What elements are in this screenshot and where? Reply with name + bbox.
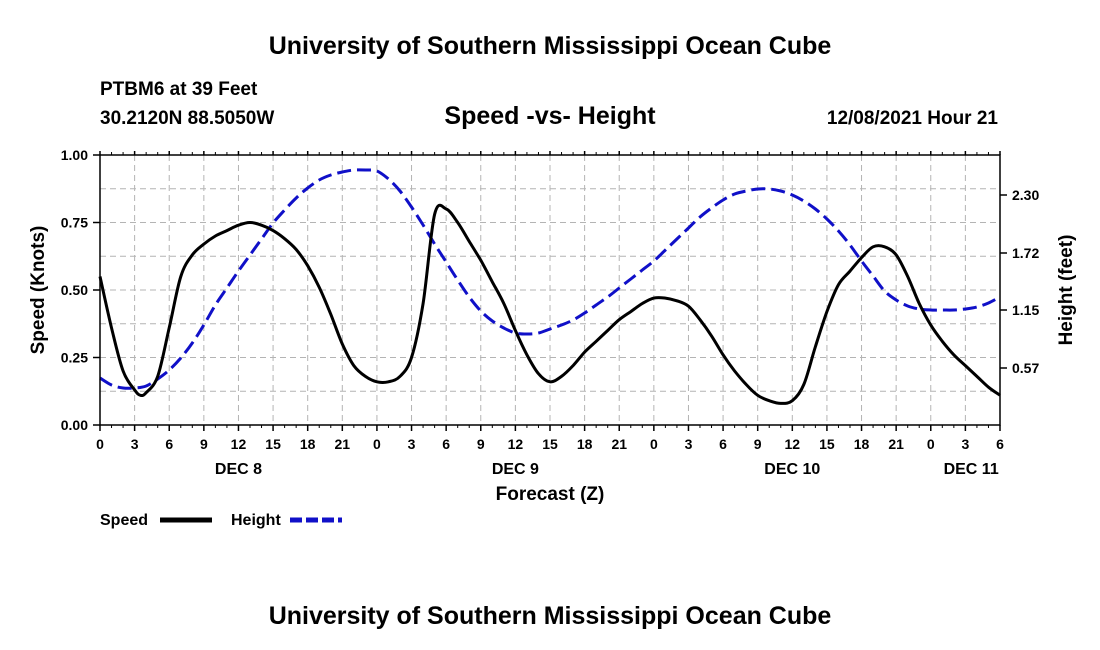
- x-tick-label: 9: [200, 436, 208, 452]
- footer-title: University of Southern Mississippi Ocean…: [269, 602, 832, 630]
- x-tick-label: 0: [96, 436, 104, 452]
- x-tick-label: 3: [961, 436, 969, 452]
- x-tick-label: 0: [927, 436, 935, 452]
- location-label: 30.2120N 88.5050W: [100, 108, 274, 129]
- y-left-tick-label: 0.75: [61, 215, 88, 231]
- x-tick-label: 12: [508, 436, 524, 452]
- x-axis-label: Forecast (Z): [496, 484, 605, 505]
- legend: Speed Height: [100, 512, 342, 529]
- x-tick-label: 12: [785, 436, 801, 452]
- y-left-tick-label: 0.00: [61, 417, 88, 433]
- y-left-tick-label: 1.00: [61, 147, 88, 163]
- x-tick-label: 15: [819, 436, 835, 452]
- x-tick-label: 0: [650, 436, 658, 452]
- x-tick-label: 6: [719, 436, 727, 452]
- date-label: DEC 11: [944, 461, 999, 478]
- x-tick-label: 9: [477, 436, 485, 452]
- series-line-speed: [98, 203, 1001, 405]
- x-tick-label: 6: [165, 436, 173, 452]
- y-left-tick-label: 0.50: [61, 282, 88, 298]
- y-right-tick-label: 1.72: [1012, 245, 1039, 261]
- x-tick-label: 15: [265, 436, 281, 452]
- date-label: DEC 9: [492, 461, 539, 478]
- x-tick-label: 21: [335, 436, 351, 452]
- x-tick-label: 0: [373, 436, 381, 452]
- x-tick-label: 21: [611, 436, 627, 452]
- y-right-tick-label: 1.15: [1012, 302, 1039, 318]
- x-tick-label: 21: [888, 436, 904, 452]
- x-tick-label: 12: [231, 436, 247, 452]
- page-title: University of Southern Mississippi Ocean…: [269, 32, 832, 60]
- x-tick-label: 6: [442, 436, 450, 452]
- x-tick-label: 15: [542, 436, 558, 452]
- x-tick-label: 3: [408, 436, 416, 452]
- y-left-tick-label: 0.25: [61, 350, 88, 366]
- data-series: [98, 168, 1001, 405]
- plot-frame: [99, 154, 1001, 426]
- chart-title: Speed -vs- Height: [444, 102, 656, 130]
- axis-ticks: 0 3 6 9 12 15 18 21 0 3 6 9 12 15 18 21 0 3 6 9 12 15 18 21 0 3 6 0…: [61, 147, 1040, 478]
- date-label: DEC 10: [764, 461, 820, 478]
- x-tick-label: 18: [300, 436, 316, 452]
- x-tick-label: 6: [996, 436, 1004, 452]
- y-axis-right-label: Height (feet): [1056, 235, 1077, 346]
- date-label: DEC 8: [215, 461, 262, 478]
- grid: [100, 155, 1000, 425]
- x-tick-label: 3: [131, 436, 139, 452]
- legend-speed-label: Speed: [100, 512, 148, 529]
- station-label: PTBM6 at 39 Feet: [100, 79, 258, 100]
- forecast-date-label: 12/08/2021 Hour 21: [827, 108, 999, 129]
- x-tick-label: 18: [577, 436, 593, 452]
- y-axis-left-label: Speed (Knots): [28, 226, 49, 355]
- legend-height-label: Height: [231, 512, 281, 529]
- y-right-tick-label: 0.57: [1012, 360, 1039, 376]
- y-right-tick-label: 2.30: [1012, 187, 1039, 203]
- series-line-height: [99, 168, 1001, 390]
- x-tick-label: 9: [754, 436, 762, 452]
- x-tick-label: 18: [854, 436, 870, 452]
- x-tick-label: 3: [685, 436, 693, 452]
